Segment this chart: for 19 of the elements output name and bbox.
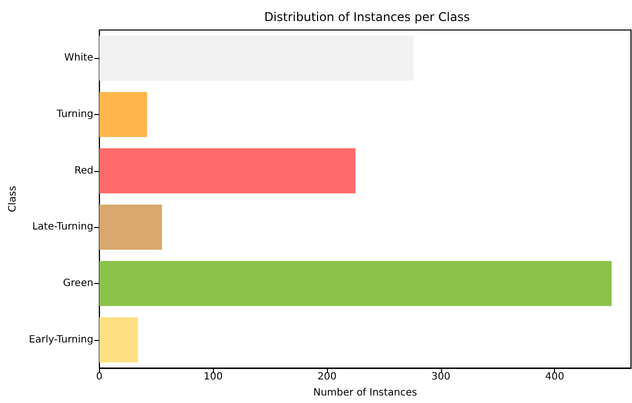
y-tick-label: Green — [63, 278, 94, 289]
y-tick-label: Turning — [56, 109, 94, 120]
bar — [99, 317, 138, 362]
x-tick-label: 200 — [317, 372, 337, 382]
chart-title: Distribution of Instances per Class — [264, 10, 470, 24]
y-tick-label: Early-Turning — [28, 334, 94, 346]
x-axis-title: Number of Instances — [313, 388, 418, 398]
y-tick-label: Red — [74, 165, 94, 176]
x-tick-label: 400 — [545, 372, 564, 382]
bar — [99, 148, 356, 194]
bar — [99, 36, 414, 81]
x-tick-label: 100 — [204, 372, 223, 382]
y-tick-label: Late-Turning — [32, 222, 94, 233]
x-tick-label: 300 — [431, 372, 450, 382]
bar — [99, 204, 162, 250]
y-axis-title: Class — [8, 186, 18, 212]
y-tick-label: White — [64, 52, 94, 64]
bar — [99, 92, 148, 138]
bar — [99, 260, 612, 306]
